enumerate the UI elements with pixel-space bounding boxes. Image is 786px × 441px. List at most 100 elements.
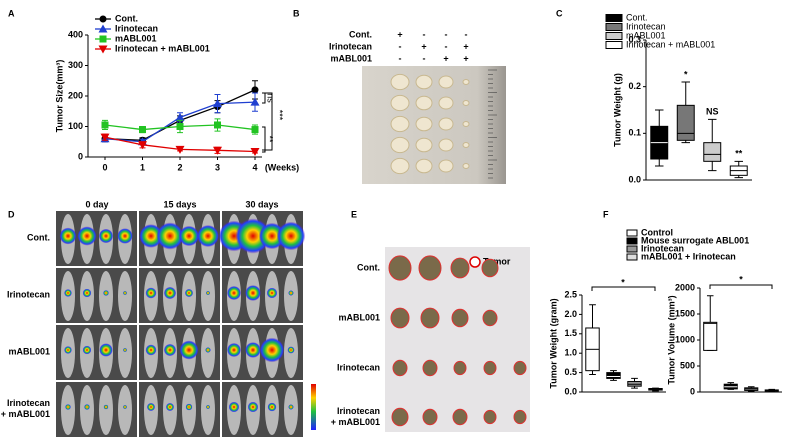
row-mark: + xyxy=(463,53,468,63)
signal xyxy=(288,404,294,410)
legend-label: Irinotecan xyxy=(641,243,684,253)
tumor xyxy=(422,359,438,377)
tumor xyxy=(418,255,442,281)
signal xyxy=(156,222,184,250)
color-scale xyxy=(311,384,316,430)
signal xyxy=(205,290,211,296)
y-tick-label: 0.0 xyxy=(564,386,577,396)
legend-label: Cont. xyxy=(115,13,138,23)
tumor xyxy=(415,116,433,132)
panel-letter: E xyxy=(351,209,357,219)
tumor xyxy=(420,307,440,329)
tumor xyxy=(392,359,408,377)
marker xyxy=(98,45,108,54)
signal xyxy=(82,345,92,355)
annotation: ns xyxy=(266,93,276,103)
tumor xyxy=(388,255,412,281)
row-label: Cont. xyxy=(27,232,50,242)
marker xyxy=(250,148,260,157)
row-label: mABL001 xyxy=(338,312,380,322)
legend-label: mABL001 + Irinotecan xyxy=(641,251,736,261)
tumor xyxy=(390,73,410,91)
tumor xyxy=(415,74,433,90)
x-label: (Weeks) xyxy=(265,162,299,172)
tumor xyxy=(513,360,527,376)
row-mark: - xyxy=(423,53,426,63)
mouse xyxy=(61,385,75,435)
tumor xyxy=(483,360,497,376)
legend-label: Irinotecan xyxy=(115,23,158,33)
tumor xyxy=(390,94,410,112)
y-tick-label: 0 xyxy=(690,386,695,396)
signal xyxy=(139,224,163,248)
box xyxy=(703,321,718,351)
annotation: NS xyxy=(706,107,719,117)
legend-label: Cont. xyxy=(626,12,648,22)
marker xyxy=(175,145,185,154)
signal xyxy=(123,291,127,295)
y-tick-label: 2.0 xyxy=(564,309,577,319)
tumor xyxy=(438,96,454,110)
signal xyxy=(98,228,114,244)
row-mark: - xyxy=(465,29,468,39)
row-mark: - xyxy=(399,53,402,63)
signal xyxy=(228,401,240,413)
legend-swatch xyxy=(605,32,623,40)
tumor xyxy=(462,120,470,128)
signal xyxy=(205,404,211,410)
tumor xyxy=(391,407,409,427)
legend-swatch xyxy=(605,23,623,31)
annotation: * xyxy=(621,277,625,287)
signal xyxy=(205,347,211,353)
tumor xyxy=(462,78,470,86)
y-tick-label: 200 xyxy=(68,90,83,100)
signal xyxy=(84,404,90,410)
tumor xyxy=(390,157,410,175)
mouse xyxy=(284,385,298,435)
box xyxy=(703,142,722,162)
mouse xyxy=(99,271,113,321)
photo xyxy=(362,66,506,184)
signal xyxy=(65,404,71,410)
annotation: *** xyxy=(275,110,285,121)
tumor xyxy=(415,137,433,153)
tumor xyxy=(452,408,468,426)
tumor xyxy=(513,409,527,425)
tumor xyxy=(462,99,470,107)
legend-swatch xyxy=(605,14,623,22)
legend-swatch xyxy=(626,237,638,245)
signal xyxy=(184,288,194,298)
tumor xyxy=(462,162,470,170)
row-mark: - xyxy=(399,41,402,51)
signal xyxy=(226,342,242,358)
y-tick-label: 0.2 xyxy=(628,81,641,91)
panel-letter: D xyxy=(8,209,15,219)
signal xyxy=(64,346,72,354)
signal xyxy=(266,287,278,299)
marker xyxy=(99,15,107,23)
legend-swatch xyxy=(626,253,638,261)
signal xyxy=(123,405,127,409)
signal xyxy=(77,226,97,246)
legend-label: Irinotecan xyxy=(626,21,666,31)
y-tick-label: 100 xyxy=(68,121,83,131)
tumor xyxy=(451,308,469,328)
signal xyxy=(117,228,133,244)
bracket xyxy=(709,284,773,289)
x-tick-label: 0 xyxy=(102,162,107,172)
signal xyxy=(123,348,127,352)
signal xyxy=(145,344,157,356)
y-tick-label: 0.1 xyxy=(628,128,641,138)
signal xyxy=(165,402,175,412)
tumor xyxy=(462,141,470,149)
row-label: Irinotecan xyxy=(337,406,380,416)
row-label: + mABL001 xyxy=(1,409,50,419)
legend-swatch xyxy=(626,245,638,253)
row-label: Irinotecan xyxy=(337,362,380,372)
x-tick-label: 3 xyxy=(215,162,220,172)
marker xyxy=(139,126,146,134)
panel-letter: A xyxy=(8,8,15,18)
marker xyxy=(213,146,222,155)
mouse xyxy=(118,271,132,321)
annotation: ** xyxy=(265,135,275,143)
